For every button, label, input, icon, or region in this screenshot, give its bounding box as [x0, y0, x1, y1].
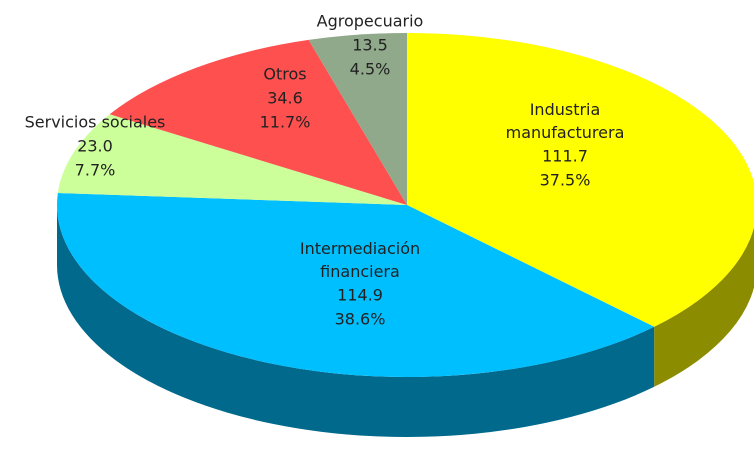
slice [57, 114, 407, 205]
value-label: 111.7 [542, 147, 588, 166]
slice-label: Industria manufacturera [506, 100, 625, 142]
value-label: 13.5 [352, 36, 388, 55]
slice-side [57, 205, 655, 437]
percent-label: 37.5% [540, 171, 591, 190]
slice [109, 39, 408, 205]
percent-label: 11.7% [260, 113, 311, 132]
value-label: 114.9 [337, 286, 383, 305]
value-label: 34.6 [267, 89, 303, 108]
slice-label: Intermediación financiera [300, 239, 420, 281]
slice-label: Servicios sociales [25, 113, 166, 132]
value-label: 23.0 [77, 137, 113, 156]
percent-label: 7.7% [75, 161, 116, 180]
percent-label: 4.5% [350, 60, 391, 79]
slice [57, 192, 655, 377]
slice-label: Agropecuario [317, 12, 424, 31]
slice [407, 33, 754, 327]
slice [308, 33, 407, 205]
slice-side [654, 227, 754, 387]
slice-label: Otros [263, 65, 306, 84]
percent-label: 38.6% [335, 310, 386, 329]
